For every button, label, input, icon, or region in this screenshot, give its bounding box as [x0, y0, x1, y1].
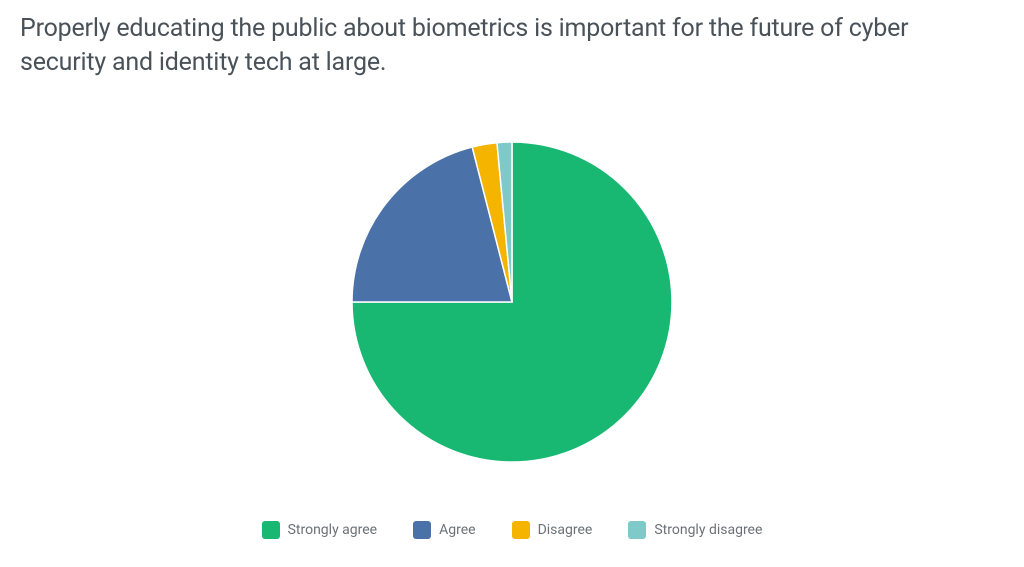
pie-wrapper — [20, 90, 1004, 516]
chart-container: Properly educating the public about biom… — [0, 0, 1024, 567]
legend-item: Strongly agree — [262, 521, 378, 539]
legend-swatch — [413, 521, 431, 539]
legend-item: Agree — [413, 521, 475, 539]
chart-title: Properly educating the public about biom… — [20, 12, 1000, 80]
legend-item: Strongly disagree — [628, 521, 762, 539]
legend-item: Disagree — [512, 521, 593, 539]
legend-swatch — [512, 521, 530, 539]
legend-label: Strongly disagree — [654, 522, 762, 538]
legend-swatch — [628, 521, 646, 539]
legend-label: Agree — [439, 522, 475, 538]
pie-chart — [348, 138, 676, 466]
legend-label: Disagree — [538, 522, 593, 538]
legend-label: Strongly agree — [288, 522, 378, 538]
legend: Strongly agree Agree Disagree Strongly disa… — [20, 515, 1004, 547]
legend-swatch — [262, 521, 280, 539]
